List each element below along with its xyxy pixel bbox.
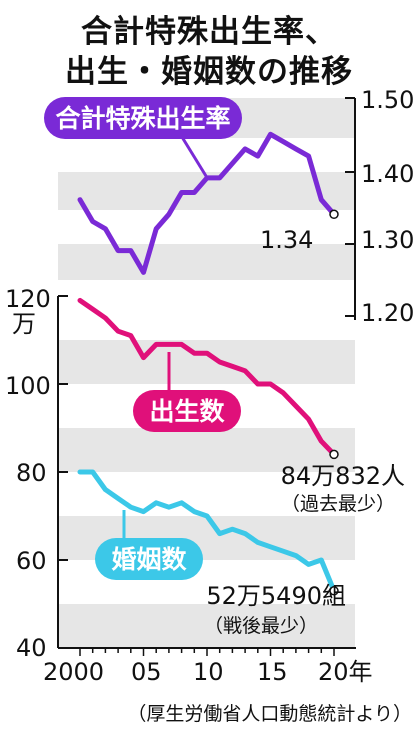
chart-title-line-2: 出生・婚姻数の推移 xyxy=(65,54,353,90)
chart-title-line-1: 合計特殊出生率、 xyxy=(81,14,337,50)
count-unit-label: 万 xyxy=(12,310,36,338)
x-tick-label: 2000 xyxy=(43,658,104,686)
marriages-end-value: 52万5490組 xyxy=(206,582,346,610)
source-note: （厚生労働省人口動態統計より） xyxy=(127,703,412,725)
births-end-marker xyxy=(329,449,339,460)
grid-band xyxy=(58,340,355,384)
births-end-note: （過去最少） xyxy=(281,493,395,515)
x-tick-label: 15 xyxy=(257,658,288,686)
fertility-label-pill xyxy=(44,97,242,139)
fertility-end-value: 1.34 xyxy=(260,226,313,254)
fertility-tick-label: 1.20 xyxy=(361,299,414,327)
axis-tick-marks xyxy=(58,97,355,656)
marriages-line xyxy=(77,469,337,594)
count-tick-label: 100 xyxy=(5,372,51,400)
fertility-series-label: 合計特殊出生率 xyxy=(55,104,230,133)
x-tick-label: 05 xyxy=(131,658,162,686)
x-tick-label: 10 xyxy=(193,658,224,686)
fertility-tick-label: 1.40 xyxy=(361,160,414,188)
marriages-end-marker xyxy=(329,586,339,596)
marriages-label-pill xyxy=(95,538,203,580)
grid-band xyxy=(58,428,355,472)
grid-band xyxy=(58,244,355,280)
births-label-pill xyxy=(133,390,241,432)
births-end-value: 84万832人 xyxy=(281,462,405,490)
births-line xyxy=(77,297,337,457)
x-tick-label: 20年 xyxy=(318,658,373,686)
births-series-label: 出生数 xyxy=(149,397,225,426)
fertility-tick-label: 1.50 xyxy=(361,86,414,114)
fertility-label-leader xyxy=(180,136,208,177)
grid-band xyxy=(58,604,355,648)
marriages-end-note: （戦後最少） xyxy=(204,615,318,637)
fertility-line xyxy=(77,131,337,275)
count-tick-label: 120 xyxy=(5,285,51,313)
marriages-series-label: 婚姻数 xyxy=(111,545,187,574)
count-tick-label: 80 xyxy=(16,459,47,487)
series-lines xyxy=(77,131,339,596)
fertility-tick-label: 1.30 xyxy=(361,226,414,254)
fertility-end-marker xyxy=(329,209,339,220)
count-tick-label: 40 xyxy=(16,634,47,662)
count-tick-label: 60 xyxy=(16,547,47,575)
